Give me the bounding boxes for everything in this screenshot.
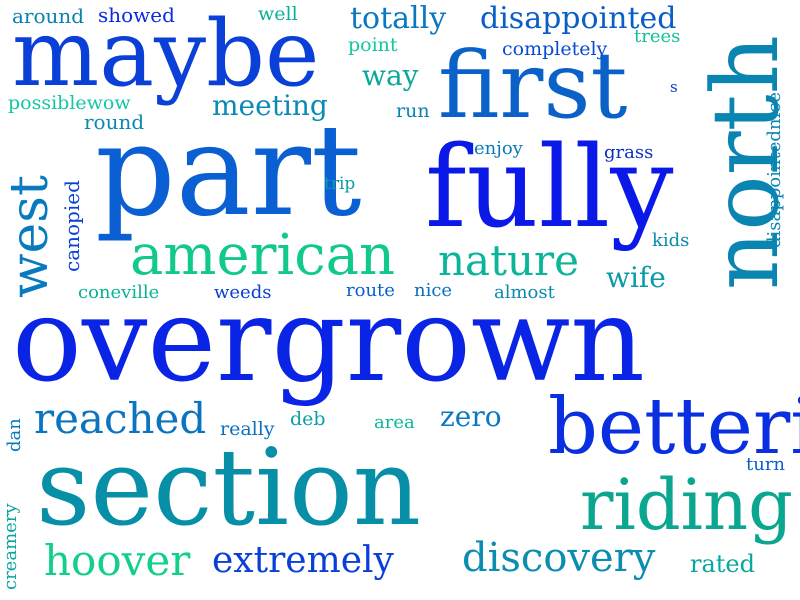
word-almost: almost: [494, 282, 555, 303]
word-nature: nature: [438, 236, 579, 285]
word-area: area: [374, 412, 415, 433]
word-enjoy: enjoy: [474, 138, 523, 159]
word-section: section: [36, 426, 422, 549]
word-possiblewow: possiblewow: [8, 92, 131, 114]
word-reached: reached: [34, 394, 207, 443]
word-part: part: [95, 97, 362, 244]
word-coneville: coneville: [78, 282, 160, 303]
word-trip: trip: [324, 174, 356, 194]
word-disappointednice: disappointednice: [764, 92, 785, 248]
word-way: way: [362, 59, 419, 92]
word-grass: grass: [604, 142, 654, 163]
word-totally: totally: [350, 1, 447, 36]
word-creamery: creamery: [0, 503, 21, 590]
word-well: well: [258, 3, 298, 25]
word-hoover: hoover: [44, 536, 191, 585]
word-turn: turn: [746, 454, 786, 475]
word-maybe: maybe: [12, 0, 320, 107]
word-wife: wife: [606, 261, 666, 294]
word-meeting: meeting: [212, 89, 328, 122]
word-really: really: [220, 418, 275, 440]
word-showed: showed: [98, 3, 175, 27]
word-kids: kids: [652, 230, 690, 251]
word-completely: completely: [502, 38, 608, 60]
word-canopied: canopied: [60, 180, 84, 272]
word-deb: deb: [290, 408, 326, 430]
word-betteri: betteri: [548, 382, 800, 472]
word-overgrown: overgrown: [12, 273, 646, 408]
word-zero: zero: [440, 400, 502, 433]
word-discovery: discovery: [462, 535, 656, 581]
word-west: west: [0, 175, 60, 298]
word-riding: riding: [580, 464, 793, 546]
word-rated: rated: [690, 550, 755, 578]
word-s: s: [670, 78, 678, 96]
word-round: round: [84, 110, 145, 134]
word-first: first: [438, 32, 628, 139]
word-dan: dan: [4, 418, 25, 452]
word-around: around: [12, 4, 85, 28]
word-fully: fully: [425, 123, 674, 253]
word-nice: nice: [414, 280, 453, 301]
word-disappointed: disappointed: [480, 1, 677, 36]
word-point: point: [348, 34, 398, 56]
word-route: route: [346, 280, 395, 301]
word-american: american: [130, 223, 396, 288]
word-run: run: [396, 100, 430, 122]
word-weeds: weeds: [214, 282, 272, 303]
word-extremely: extremely: [212, 540, 394, 581]
word-trees: trees: [634, 26, 681, 47]
